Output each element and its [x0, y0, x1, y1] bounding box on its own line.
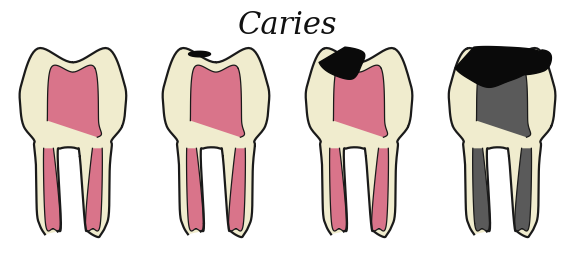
Polygon shape — [190, 65, 244, 137]
Polygon shape — [189, 51, 210, 57]
Polygon shape — [516, 50, 551, 75]
Polygon shape — [515, 148, 531, 231]
Polygon shape — [186, 148, 204, 231]
Polygon shape — [477, 65, 531, 137]
Polygon shape — [371, 148, 389, 231]
Polygon shape — [319, 47, 365, 79]
Polygon shape — [306, 48, 412, 237]
Polygon shape — [334, 65, 388, 137]
Polygon shape — [20, 48, 126, 237]
Polygon shape — [228, 148, 246, 231]
Text: Caries: Caries — [237, 10, 338, 41]
Polygon shape — [473, 148, 489, 231]
Polygon shape — [86, 148, 102, 231]
Polygon shape — [47, 65, 101, 137]
Polygon shape — [329, 148, 347, 231]
Polygon shape — [455, 46, 542, 87]
Polygon shape — [44, 148, 60, 231]
Polygon shape — [448, 48, 555, 237]
Polygon shape — [163, 48, 269, 237]
